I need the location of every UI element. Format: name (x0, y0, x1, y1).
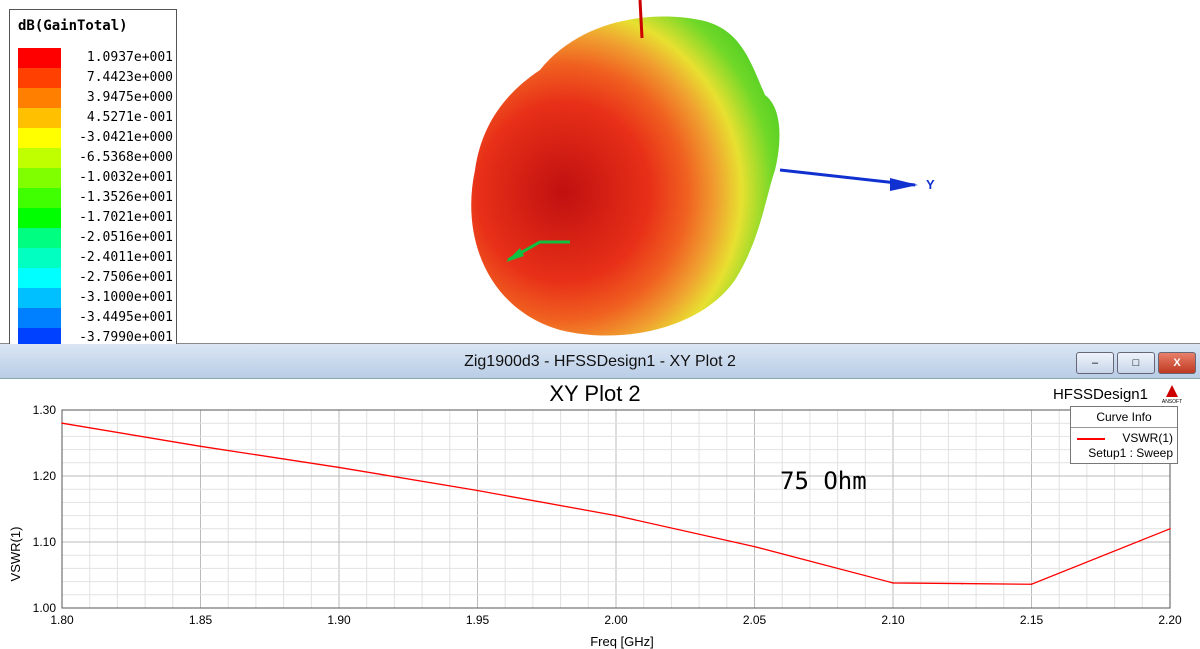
legend-value: 3.9475e+000 (86, 90, 173, 105)
legend-swatch (18, 268, 61, 288)
3d-view[interactable]: dB(GainTotal) 1.0937e+001 7.4423e+000 3.94… (0, 0, 1200, 348)
close-button[interactable]: X (1158, 352, 1196, 374)
data-point (1030, 583, 1033, 586)
legend-value: 4.5271e-001 (86, 110, 173, 125)
window-title: Zig1900d3 - HFSSDesign1 - XY Plot 2 (464, 353, 736, 370)
x-tick-label: 1.95 (466, 613, 490, 627)
chart-title: XY Plot 2 (549, 381, 640, 406)
legend-swatch (18, 68, 61, 88)
maximize-button[interactable]: □ (1117, 352, 1155, 374)
legend-row: -2.4011e+001 (18, 248, 173, 268)
data-point (338, 466, 340, 469)
y-tick-label: 1.10 (33, 535, 57, 549)
legend-row: -2.0516e+001 (18, 228, 173, 248)
legend-value: -3.4495e+001 (79, 310, 173, 325)
legend-row: -2.7506e+001 (18, 268, 173, 288)
y-axis-label: Y (926, 177, 935, 192)
legend-row: -3.1000e+001 (18, 288, 173, 308)
legend-row: 7.4423e+000 (18, 68, 173, 88)
data-point (753, 545, 756, 548)
legend-swatch (1077, 438, 1105, 440)
legend-swatch (18, 88, 61, 108)
legend-row: -1.3526e+001 (18, 188, 173, 208)
legend-value: -2.4011e+001 (79, 250, 173, 265)
y-tick-label: 1.00 (33, 601, 57, 615)
data-point (61, 422, 63, 424)
legend-swatch (18, 308, 61, 328)
series-line-vswr (61, 422, 1171, 585)
legend-row: -3.0421e+000 (18, 128, 173, 148)
design-label: HFSSDesign1 (1053, 386, 1148, 403)
legend-row: -1.0032e+001 (18, 168, 173, 188)
legend-value: -6.5368e+000 (79, 150, 173, 165)
data-point (1169, 528, 1171, 530)
xy-plot[interactable]: XY Plot 2 HFSSDesign1 ANSOFT 75 Ohm Freq… (0, 379, 1200, 649)
data-point (199, 445, 202, 448)
legend-swatch (18, 148, 61, 168)
legend-row: 4.5271e-001 (18, 108, 173, 128)
legend-value: -2.0516e+001 (79, 230, 173, 245)
data-point (476, 489, 479, 492)
legend-swatch (18, 108, 61, 128)
legend-row: -3.7990e+001 (18, 328, 173, 348)
y-axis-arrow (890, 178, 918, 191)
plot-frame (61, 409, 1171, 609)
x-tick-label: 2.05 (743, 613, 767, 627)
x-tick-label: 2.15 (1020, 613, 1044, 627)
y-tick-label: 1.30 (33, 403, 57, 417)
data-point (961, 582, 964, 585)
color-legend: dB(GainTotal) 1.0937e+001 7.4423e+000 3.94… (9, 9, 177, 348)
x-tick-label: 1.90 (327, 613, 351, 627)
x-tick-label: 2.00 (604, 613, 628, 627)
legend-row: 3.9475e+000 (18, 88, 173, 108)
pattern-lobe (471, 16, 780, 336)
legend-value: -3.1000e+001 (79, 290, 173, 305)
legend-row: -1.7021e+001 (18, 208, 173, 228)
legend-swatch (18, 168, 61, 188)
legend-value: -3.7990e+001 (79, 330, 173, 345)
legend-value: 7.4423e+000 (86, 70, 173, 85)
legend-swatch (18, 188, 61, 208)
x-tick-label: 1.85 (189, 613, 213, 627)
legend-value: 1.0937e+001 (86, 50, 173, 65)
legend-row: 1.0937e+001 (18, 48, 173, 68)
legend-swatch (18, 128, 61, 148)
title-bar[interactable]: Zig1900d3 - HFSSDesign1 - XY Plot 2 – □ … (0, 344, 1200, 379)
radiation-pattern-3d[interactable]: Y (400, 0, 1000, 343)
legend-value: -2.7506e+001 (79, 270, 173, 285)
xy-plot-window: Zig1900d3 - HFSSDesign1 - XY Plot 2 – □ … (0, 344, 1200, 649)
minimize-button[interactable]: – (1076, 352, 1114, 374)
legend-title: dB(GainTotal) (18, 18, 128, 34)
curve-info-legend[interactable]: Curve Info VSWR(1) Setup1 : Sweep (1070, 406, 1178, 464)
data-point (615, 514, 617, 517)
legend-value: -1.3526e+001 (79, 190, 173, 205)
ansoft-logo-icon (1166, 385, 1178, 397)
y-axis-label: VSWR(1) (8, 527, 23, 582)
legend-swatch (18, 328, 61, 348)
legend-swatch (18, 248, 61, 268)
y-tick-label: 1.20 (33, 469, 57, 483)
ansoft-logo-text: ANSOFT (1162, 399, 1182, 405)
z-axis (638, 0, 644, 39)
data-point (892, 582, 894, 584)
legend-swatch (18, 48, 61, 68)
x-tick-label: 2.20 (1158, 613, 1182, 627)
legend-value: -1.7021e+001 (79, 210, 173, 225)
legend-value: -1.0032e+001 (79, 170, 173, 185)
legend-swatch (18, 228, 61, 248)
legend-row: -6.5368e+000 (18, 148, 173, 168)
legend-entry-setup: Setup1 : Sweep (1088, 446, 1173, 460)
legend-swatch (18, 288, 61, 308)
legend-row: -3.4495e+001 (18, 308, 173, 328)
x-axis-head (506, 248, 524, 262)
legend-value: -3.0421e+000 (79, 130, 173, 145)
annotation: 75 Ohm (780, 467, 867, 495)
x-tick-label: 2.10 (881, 613, 905, 627)
x-axis-label: Freq [GHz] (590, 634, 654, 649)
legend-swatch (18, 208, 61, 228)
x-tick-label: 1.80 (50, 613, 74, 627)
curve-info-title: Curve Info (1071, 407, 1177, 428)
legend-entry-name: VSWR(1) (1122, 431, 1173, 445)
